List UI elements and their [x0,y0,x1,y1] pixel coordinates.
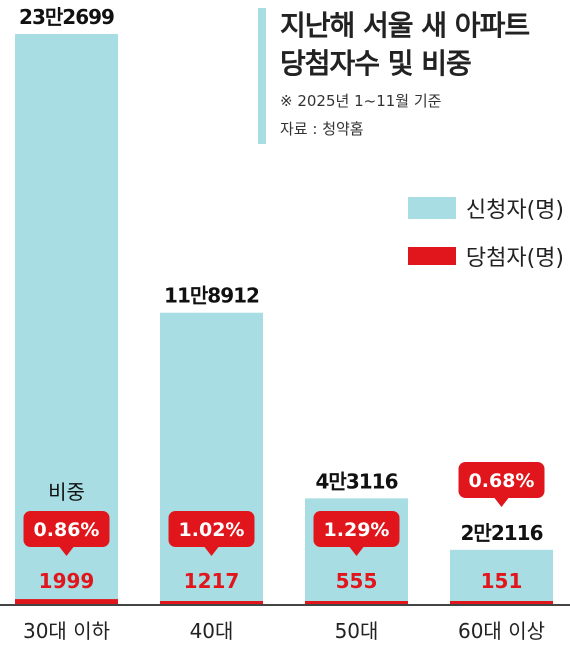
bar-applicants-1 [160,312,263,604]
legend-label-applicants: 신청자(명) [465,198,564,223]
ratio-badge-pointer-3 [494,498,509,507]
bar-winners-2 [305,601,408,604]
ratio-badge-1 [168,511,255,547]
ratio-value-0: 0.86% [34,519,100,541]
ratio-badge-pointer-0 [59,547,74,556]
category-label-0: 30대 이하 [23,619,110,643]
label-applicants-1: 11만8912 [164,284,259,308]
ratio-badge-0 [23,511,110,547]
chart-source: 자료 : 청약홈 [280,120,364,138]
legend-swatch-winners [407,247,456,265]
label-applicants-0: 23만2699 [19,5,114,29]
chart-title-line-2: 당첨자수 및 비중 [280,47,472,80]
label-applicants-3: 2만2116 [461,521,543,545]
label-winners-1: 1217 [184,569,240,593]
legend-label-winners: 당첨자(명) [465,246,564,271]
bar-applicants-3 [450,549,553,604]
category-label-3: 60대 이상 [458,619,545,643]
label-applicants-2: 4만3116 [316,469,398,493]
chart-note: ※ 2025년 1~11월 기준 [280,92,442,110]
ratio-prefix-label: 비중 [48,480,85,504]
legend-swatch-applicants [407,197,456,219]
chart-title-line-1: 지난해 서울 새 아파트 [280,9,530,42]
ratio-badge-pointer-2 [349,547,364,556]
ratio-badge-pointer-1 [204,547,219,556]
category-label-1: 40대 [190,619,234,643]
bar-applicants-0 [15,34,118,604]
title-accent-bar [258,8,266,144]
label-winners-2: 555 [336,569,378,593]
bar-winners-0 [15,599,118,604]
legend-item-winners: 당첨자(명) [407,240,564,272]
label-winners-0: 1999 [39,569,95,593]
label-winners-3: 151 [481,569,523,593]
ratio-value-1: 1.02% [179,519,245,541]
ratio-value-2: 1.29% [324,519,390,541]
ratio-value-3: 0.68% [469,470,535,492]
category-label-2: 50대 [335,619,379,643]
bar-winners-3 [450,601,553,604]
bar-winners-1 [160,601,263,604]
ratio-badge-2 [313,511,400,547]
ratio-badge-3 [458,462,545,498]
legend-item-applicants: 신청자(명) [407,192,564,224]
